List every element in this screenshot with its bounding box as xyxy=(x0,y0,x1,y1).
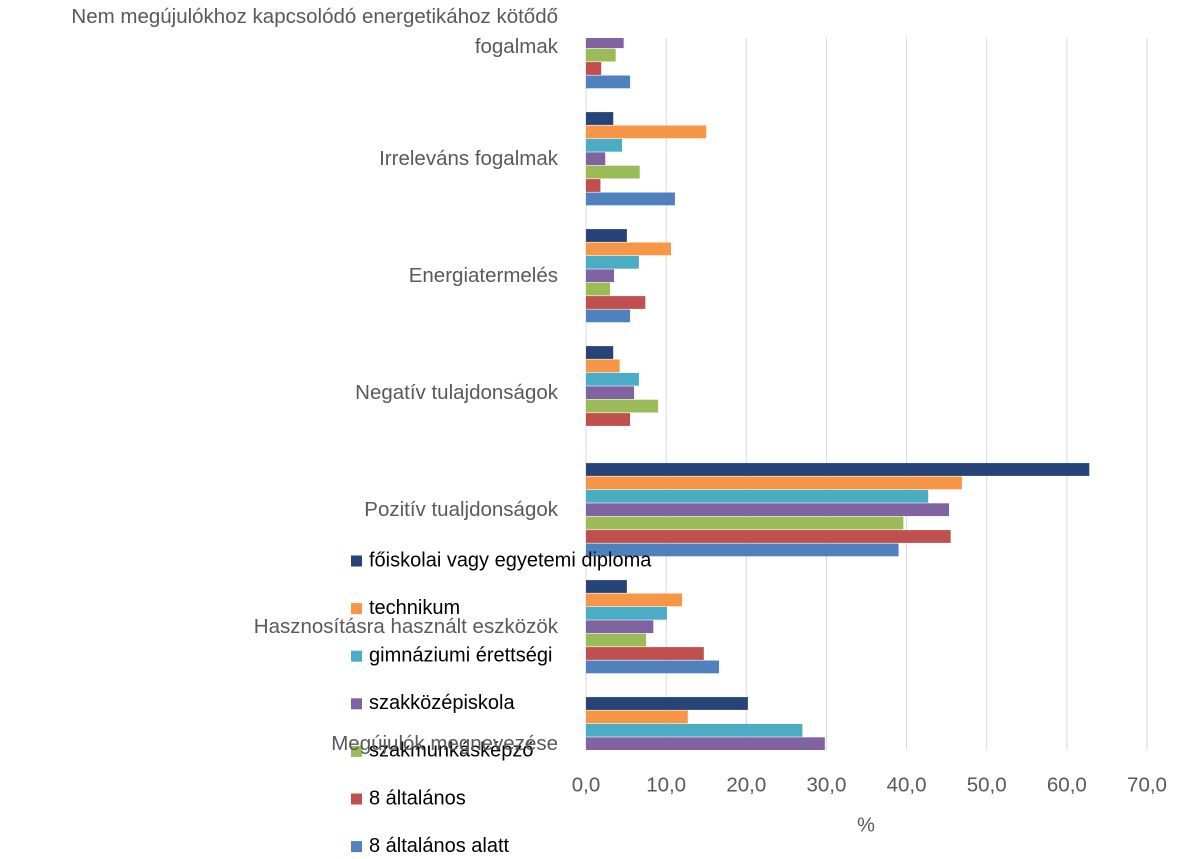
legend-label: szakmunkásképző xyxy=(369,740,534,762)
legend-swatch xyxy=(351,793,362,805)
legend-label: 8 általános xyxy=(369,787,466,809)
bar xyxy=(586,386,635,400)
bar xyxy=(586,269,615,283)
bar xyxy=(586,580,627,593)
bar xyxy=(586,606,667,620)
x-tick-label: 10,0 xyxy=(646,773,686,796)
x-tick-label: 60,0 xyxy=(1047,773,1087,796)
legend-swatch xyxy=(351,555,362,567)
x-tick-label: 30,0 xyxy=(806,773,846,796)
bar xyxy=(586,296,646,309)
bar xyxy=(586,179,601,192)
legend-swatch xyxy=(351,745,362,757)
legend-label: gimnáziumi érettségi xyxy=(369,644,552,666)
legend-swatch xyxy=(351,841,362,853)
bar xyxy=(586,723,803,737)
bar xyxy=(586,647,704,660)
bar xyxy=(586,503,950,517)
category-label: Pozitív tualjdonságok xyxy=(364,498,558,521)
bar xyxy=(586,165,640,179)
bar xyxy=(586,489,929,503)
bar xyxy=(586,138,623,152)
bar xyxy=(586,255,639,269)
bar xyxy=(586,75,631,89)
bar xyxy=(586,192,675,206)
axis: 0,0 10,0 20,0 30,0 40,0 50,0 60,0 70,0 xyxy=(572,773,1167,796)
bar xyxy=(586,152,606,166)
grid xyxy=(585,38,1148,750)
bar xyxy=(586,620,654,634)
bar xyxy=(586,309,631,323)
bar xyxy=(586,38,624,49)
legend: főiskolai vagy egyetemi diploma technikum… xyxy=(351,549,652,857)
category-label: Nem megújulókhoz kapcsolódó energetikáho… xyxy=(71,5,558,58)
bar xyxy=(586,476,962,490)
bar xyxy=(586,710,688,724)
bar xyxy=(586,125,707,139)
bar xyxy=(586,282,611,296)
legend-label: technikum xyxy=(369,597,460,619)
bar xyxy=(586,530,951,543)
bar xyxy=(586,346,614,359)
x-tick-label: 40,0 xyxy=(887,773,927,796)
legend-swatch xyxy=(351,603,362,615)
bar xyxy=(586,463,1090,476)
legend-label: főiskolai vagy egyetemi diploma xyxy=(369,549,652,571)
category-label: Energiatermelés xyxy=(408,264,558,287)
bar xyxy=(586,359,620,373)
x-tick-label: 0,0 xyxy=(572,773,601,796)
bar xyxy=(586,229,627,242)
bar xyxy=(586,593,683,607)
x-tick-label: 50,0 xyxy=(967,773,1007,796)
legend-swatch xyxy=(351,698,362,710)
category-label: Megújulók megnevezése xyxy=(331,732,558,755)
bar xyxy=(586,543,899,557)
bars xyxy=(586,38,1090,750)
bar xyxy=(586,372,639,386)
bar xyxy=(586,62,602,75)
x-tick-label: 20,0 xyxy=(726,773,766,796)
bar xyxy=(586,633,647,647)
bar xyxy=(586,48,616,62)
x-tick-label: 70,0 xyxy=(1127,773,1167,796)
legend-label: szakközépiskola xyxy=(369,692,516,714)
bar xyxy=(586,242,671,256)
legend-label: 8 általános alatt xyxy=(369,835,510,857)
bar xyxy=(586,660,720,674)
bar xyxy=(586,737,825,750)
bar xyxy=(586,112,614,125)
bar xyxy=(586,399,659,413)
category-label: Hasznosításra használt eszközök xyxy=(253,615,558,638)
category-label: Irreleváns fogalmak xyxy=(379,147,558,170)
bar xyxy=(586,516,904,530)
legend-swatch xyxy=(351,650,362,662)
bar xyxy=(586,413,631,426)
bar xyxy=(586,697,748,710)
category-label: Negatív tulajdonságok xyxy=(355,381,558,404)
x-axis-label: % xyxy=(857,814,875,836)
